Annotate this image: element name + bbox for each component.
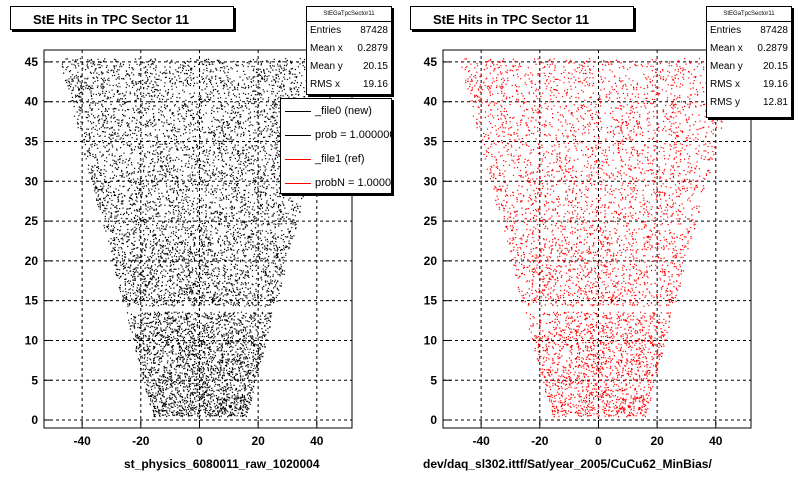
y-tick-label: 10 xyxy=(424,333,438,347)
y-tick-label: 20 xyxy=(424,254,438,268)
x-tick-label: 20 xyxy=(650,434,664,448)
right-footer: dev/daq_sl302.ittf/Sat/year_2005/CuCu62_… xyxy=(423,457,712,471)
x-tick-label: 0 xyxy=(196,434,203,448)
scatter-points xyxy=(61,58,340,418)
legend-label: _file1 (ref) xyxy=(315,153,365,165)
legend-line xyxy=(285,183,311,184)
y-tick-label: 35 xyxy=(25,135,39,149)
legend-label: probN = 1.000000 xyxy=(315,177,392,189)
plot-1: -40 -20 0 20 40 0 5 10 15 20 25 30 35 40 45 xyxy=(424,49,752,448)
x-tick-label: -40 xyxy=(73,434,91,448)
y-tick-label: 0 xyxy=(430,413,437,427)
y-tick-label: 35 xyxy=(424,135,438,149)
y-tick-label: 40 xyxy=(25,95,39,109)
left-stats-header: StEGaTpcSector11 xyxy=(307,7,391,22)
y-tick-label: 30 xyxy=(424,174,438,188)
x-tick-label: 40 xyxy=(310,434,324,448)
left-plot-title: StE Hits in TPC Sector 11 xyxy=(10,6,234,30)
left-legend[interactable]: _file0 (new) prob = 1.000000 _file1 (ref… xyxy=(280,98,392,194)
y-tick-label: 15 xyxy=(424,294,438,308)
right-stats-row: Entries 87428 xyxy=(710,25,788,36)
x-tick-label: 20 xyxy=(251,434,265,448)
y-tick-label: 45 xyxy=(424,55,438,69)
y-tick-label: 30 xyxy=(25,174,39,188)
left-stats-row: RMS x 19.16 xyxy=(310,79,388,90)
scatter-cloud xyxy=(61,58,340,418)
plot-frame xyxy=(442,49,752,429)
left-stats-box[interactable]: StEGaTpcSector11 Entries 87428 Mean x 0.28… xyxy=(306,6,392,95)
legend-entry: prob = 1.000000 xyxy=(281,123,391,147)
x-tick-label: 40 xyxy=(709,434,723,448)
right-plot-title-text: StE Hits in TPC Sector 11 xyxy=(433,12,590,27)
right-stats-row: RMS x 19.16 xyxy=(710,79,788,90)
right-stats-header: StEGaTpcSector11 xyxy=(707,7,791,22)
legend-line xyxy=(285,111,311,112)
y-tick-label: 25 xyxy=(424,214,438,228)
x-tick-label: -20 xyxy=(132,434,150,448)
legend-line xyxy=(285,159,311,160)
legend-line xyxy=(285,135,311,136)
scatter-points xyxy=(461,58,739,418)
legend-label: _file0 (new) xyxy=(315,105,372,117)
x-tick-label: 0 xyxy=(595,434,602,448)
legend-entry: probN = 1.000000 xyxy=(281,171,392,193)
left-stats-row: Mean x 0.2879 xyxy=(310,43,388,54)
right-stats-row: Mean y 20.15 xyxy=(710,61,788,72)
scatter-cloud xyxy=(461,58,739,418)
left-plot-title-text: StE Hits in TPC Sector 11 xyxy=(33,12,190,27)
y-tick-label: 5 xyxy=(31,373,38,387)
y-tick-label: 5 xyxy=(430,373,437,387)
y-tick-label: 25 xyxy=(25,214,39,228)
legend-entry: _file0 (new) xyxy=(281,99,391,123)
right-plot-title: StE Hits in TPC Sector 11 xyxy=(410,6,634,30)
y-tick-label: 20 xyxy=(25,254,39,268)
x-tick-label: -20 xyxy=(531,434,549,448)
left-stats-row: Entries 87428 xyxy=(310,25,388,36)
legend-label: prob = 1.000000 xyxy=(315,129,392,141)
y-tick-label: 40 xyxy=(424,95,438,109)
y-tick-label: 0 xyxy=(31,413,38,427)
right-stats-box[interactable]: StEGaTpcSector11 Entries 87428 Mean x 0.28… xyxy=(706,6,792,118)
y-tick-label: 15 xyxy=(25,294,39,308)
left-stats-row: Mean y 20.15 xyxy=(310,61,388,72)
y-tick-label: 10 xyxy=(25,333,39,347)
left-footer: st_physics_6080011_raw_1020004 xyxy=(124,457,320,471)
x-tick-label: -40 xyxy=(472,434,490,448)
right-stats-row: RMS y 12.81 xyxy=(710,97,788,108)
right-stats-row: Mean x 0.2879 xyxy=(710,43,788,54)
y-tick-label: 45 xyxy=(25,55,39,69)
legend-entry: _file1 (ref) xyxy=(281,147,391,171)
